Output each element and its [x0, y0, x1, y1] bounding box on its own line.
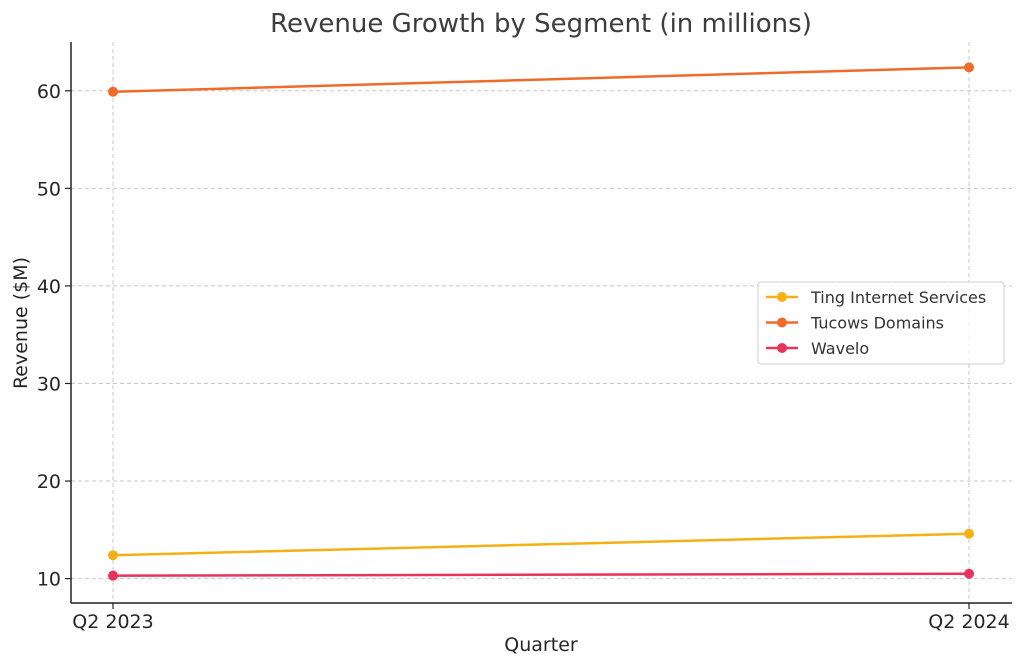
y-tick-label: 30 — [37, 373, 61, 395]
legend: Ting Internet Services Tucows Domains Wave… — [757, 281, 1005, 365]
legend-marker — [777, 343, 787, 353]
y-tick-label: 60 — [37, 81, 61, 103]
data-point — [964, 62, 974, 73]
legend-entry: Ting Internet Services — [766, 288, 986, 307]
data-point — [108, 86, 118, 97]
legend-label: Tucows Domains — [810, 314, 944, 333]
x-tick-label: Q2 2023 — [72, 611, 153, 633]
x-ticks: Q2 2023 Q2 2024 — [72, 603, 1010, 633]
legend-box — [757, 281, 1005, 365]
series-wavelo — [108, 568, 974, 581]
data-point — [964, 568, 974, 579]
y-tick-label: 40 — [37, 276, 61, 298]
data-point — [108, 570, 118, 581]
series-group — [108, 62, 974, 581]
y-tick-label: 50 — [37, 178, 61, 200]
series-line — [112, 572, 970, 577]
grid-lines — [71, 42, 1012, 603]
data-point — [964, 528, 974, 539]
x-tick-label: Q2 2024 — [928, 611, 1009, 633]
legend-entry: Tucows Domains — [766, 314, 944, 333]
series-line — [112, 532, 970, 557]
legend-label: Ting Internet Services — [810, 288, 986, 307]
series-tucows-domains — [108, 62, 974, 97]
y-tick-label: 20 — [37, 471, 61, 493]
legend-marker — [777, 292, 787, 302]
x-axis-label: Quarter — [504, 634, 578, 656]
data-point — [108, 550, 118, 561]
chart-title: Revenue Growth by Segment (in millions) — [270, 9, 812, 39]
series-line — [112, 66, 970, 94]
y-ticks: 10 20 30 40 50 60 — [37, 81, 71, 591]
series-ting-internet-services — [108, 528, 974, 561]
y-tick-label: 10 — [37, 569, 61, 591]
legend-entry: Wavelo — [766, 339, 869, 358]
axes — [70, 42, 1012, 604]
legend-label: Wavelo — [811, 339, 869, 358]
legend-marker — [777, 317, 787, 328]
y-axis-label: Revenue ($M) — [10, 257, 32, 389]
